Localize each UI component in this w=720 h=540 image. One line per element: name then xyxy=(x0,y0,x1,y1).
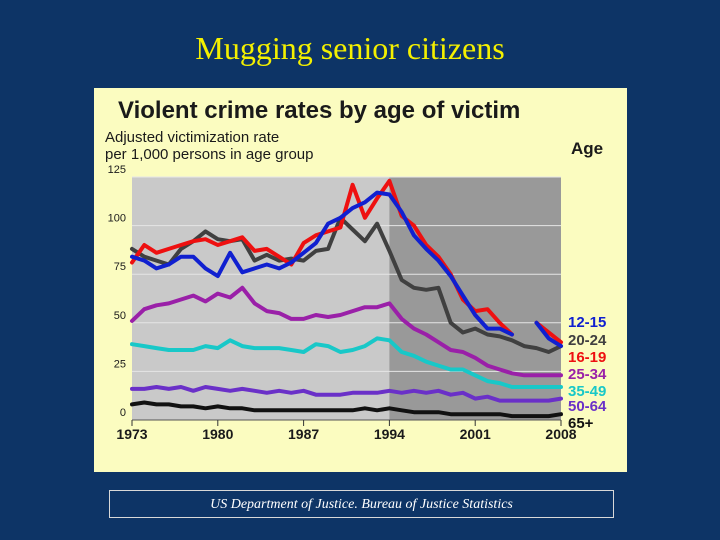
x-tick-label: 1987 xyxy=(288,426,319,442)
chart-panel: Violent crime rates by age of victim Adj… xyxy=(94,88,627,472)
y-axis: 0 25 50 75 100 125 xyxy=(108,164,126,419)
legend-title: Age xyxy=(571,139,603,158)
legend-entry-35-49: 35-49 xyxy=(568,383,606,400)
series-line xyxy=(130,190,514,337)
source-citation: US Department of Justice. Bureau of Just… xyxy=(109,490,614,518)
x-tick-label: 1980 xyxy=(202,426,233,442)
y-tick-label: 125 xyxy=(108,164,126,176)
y-tick-label: 0 xyxy=(120,407,126,419)
x-tick-label: 1994 xyxy=(374,426,405,442)
slide-title: Mugging senior citizens xyxy=(195,30,505,66)
shaded-period-background xyxy=(389,177,561,420)
series-50-64 xyxy=(130,385,563,403)
series-line xyxy=(130,215,563,354)
series-line xyxy=(130,400,563,419)
series-65plus xyxy=(130,400,563,419)
series-20-24 xyxy=(130,215,563,354)
series-25-34 xyxy=(130,285,563,378)
series-lines xyxy=(130,178,563,419)
x-tick-label: 1973 xyxy=(116,426,147,442)
legend-entry-12-15: 12-15 xyxy=(568,314,606,331)
series-35-49 xyxy=(130,336,563,389)
series-12-15 xyxy=(130,190,563,349)
legend-entry-16-19: 16-19 xyxy=(568,349,606,366)
legend-entry-50-64: 50-64 xyxy=(568,398,607,415)
x-tick-label: 2001 xyxy=(460,426,491,442)
series-line xyxy=(130,385,563,403)
y-tick-label: 100 xyxy=(108,213,126,225)
chart-title: Violent crime rates by age of victim xyxy=(118,97,520,124)
line-chart: Violent crime rates by age of victim Adj… xyxy=(105,97,607,442)
y-tick-label: 75 xyxy=(114,261,126,273)
x-axis: 1973 1980 1987 1994 2001 2008 xyxy=(116,419,577,442)
chart-subtitle-line-1: Adjusted victimization rate xyxy=(105,129,279,146)
series-line xyxy=(130,285,563,378)
y-tick-label: 50 xyxy=(114,310,126,322)
y-tick-label: 25 xyxy=(114,358,126,370)
series-line xyxy=(130,336,563,389)
legend-entry-20-24: 20-24 xyxy=(568,332,607,349)
chart-subtitle-line-2: per 1,000 persons in age group xyxy=(105,146,313,163)
x-tick-label: 2008 xyxy=(545,426,576,442)
legend-entry-65plus: 65+ xyxy=(568,415,594,432)
legend-entry-25-34: 25-34 xyxy=(568,366,607,383)
series-line xyxy=(534,320,563,349)
